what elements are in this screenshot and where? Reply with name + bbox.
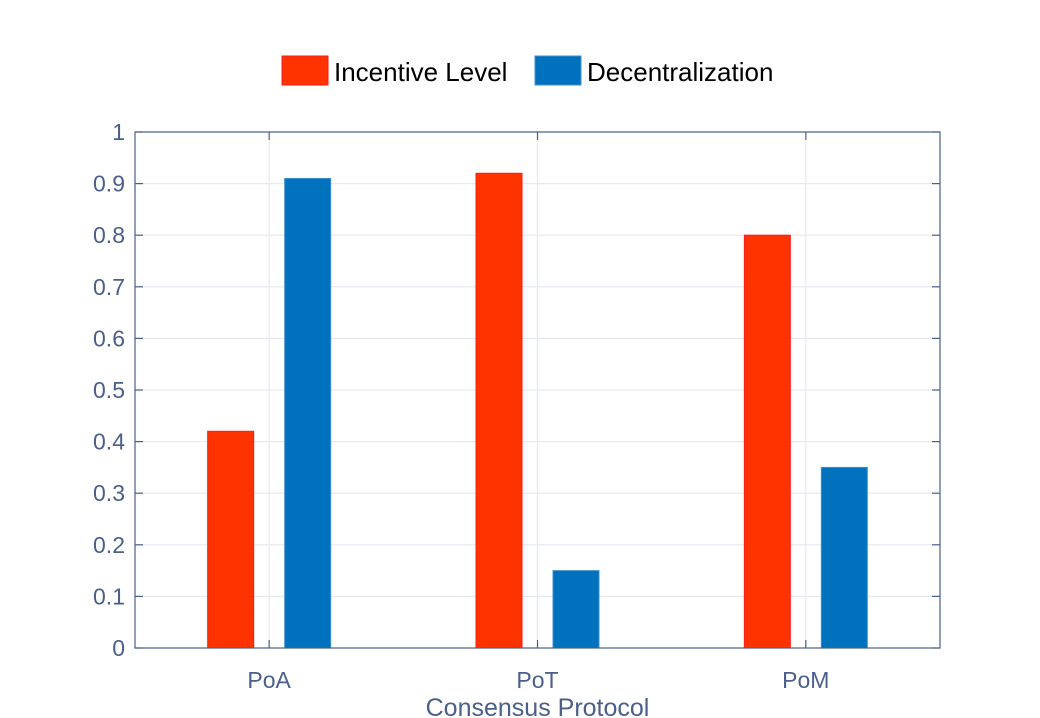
y-tick-label: 0.4	[93, 429, 125, 455]
y-tick-label: 0.2	[93, 532, 125, 558]
bars	[207, 172, 868, 649]
x-tick-label: PoT	[516, 667, 558, 693]
axis-ticks	[135, 131, 940, 649]
bar-incentive-level-pot[interactable]	[475, 172, 523, 649]
x-axis-tick-labels: PoA PoT PoM	[247, 667, 829, 693]
y-tick-label: 0	[112, 635, 125, 661]
y-tick-label: 1	[112, 119, 125, 145]
bar-incentive-level-poa[interactable]	[207, 430, 255, 649]
bar-decentralization-pot[interactable]	[552, 570, 600, 649]
y-tick-label: 0.3	[93, 480, 125, 506]
bar-incentive-level-pom[interactable]	[743, 234, 791, 649]
x-tick-label: PoA	[247, 667, 291, 693]
x-axis-title: Consensus Protocol	[426, 694, 650, 718]
legend-label-decentralization: Decentralization	[587, 57, 773, 87]
legend-swatch-decentralization	[534, 55, 582, 86]
legend[interactable]: Incentive Level Decentralization	[281, 55, 773, 87]
legend-label-incentive-level: Incentive Level	[334, 57, 507, 87]
y-tick-label: 0.1	[93, 583, 125, 609]
bar-decentralization-poa[interactable]	[284, 177, 332, 649]
grid-lines	[135, 132, 940, 648]
x-tick-label: PoM	[782, 667, 829, 693]
bar-decentralization-pom[interactable]	[820, 466, 868, 649]
legend-swatch-incentive-level	[281, 55, 329, 86]
y-axis-tick-labels: 0 0.1 0.2 0.3 0.4 0.5 0.6 0.7 0.8 0.9 1	[93, 119, 125, 661]
y-tick-label: 0.7	[93, 274, 125, 300]
y-tick-label: 0.5	[93, 377, 125, 403]
y-tick-label: 0.8	[93, 222, 125, 248]
y-tick-label: 0.6	[93, 325, 125, 351]
y-tick-label: 0.9	[93, 171, 125, 197]
